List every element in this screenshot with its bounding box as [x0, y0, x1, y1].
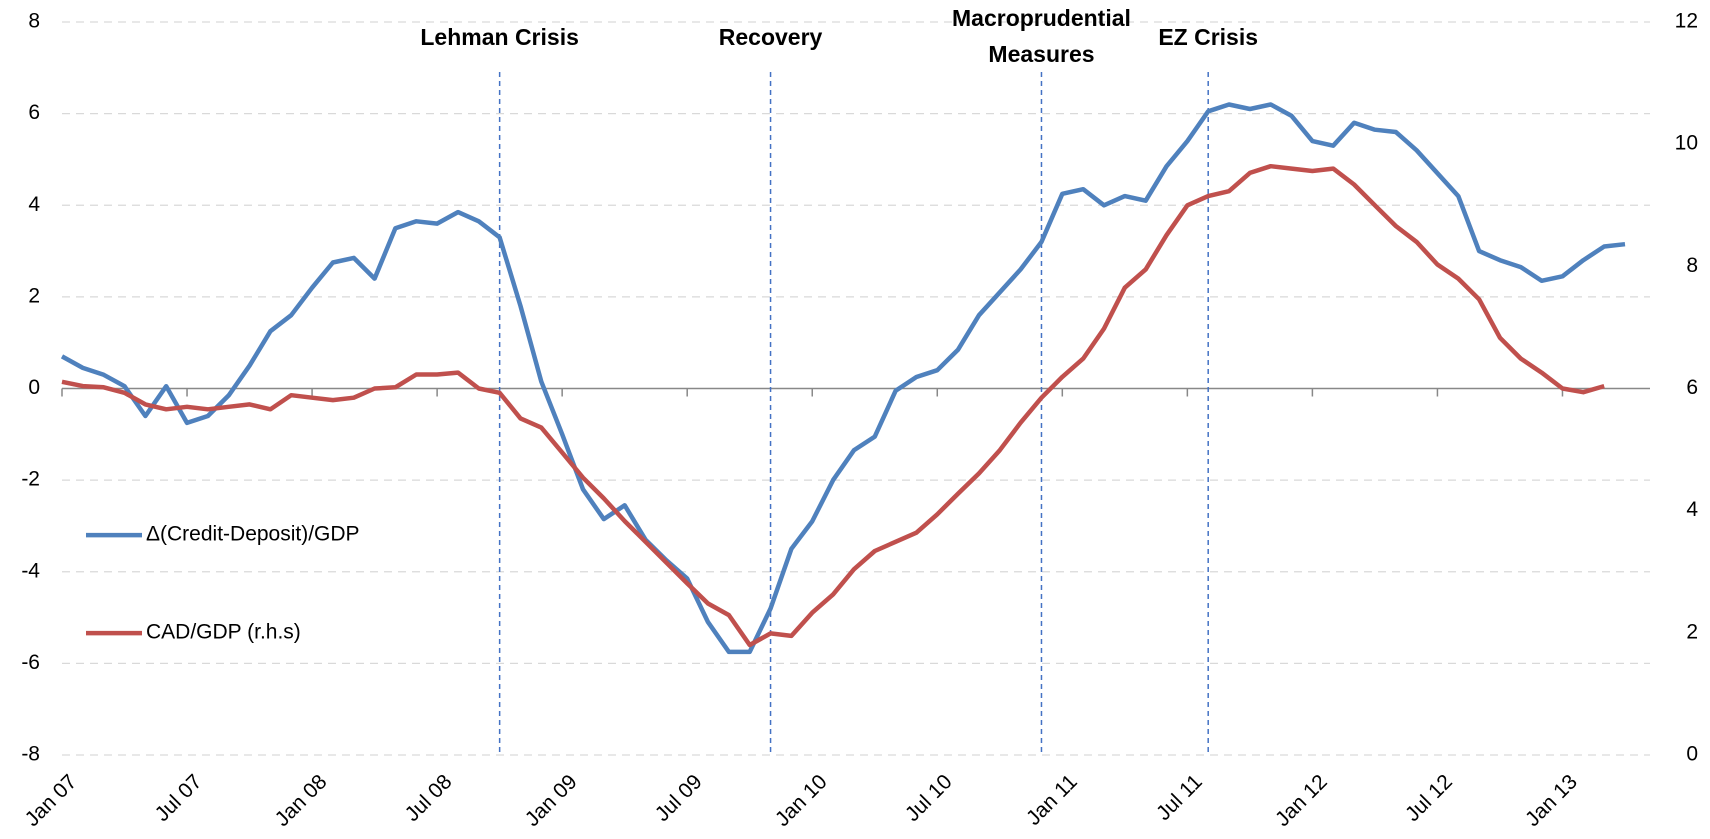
annotation: EZ Crisis — [1158, 24, 1258, 50]
y2-tick-label: 0 — [1686, 743, 1698, 766]
legend-label: Δ(Credit-Deposit)/GDP — [146, 523, 360, 546]
annotation: Lehman Crisis — [420, 24, 579, 50]
x-tick-label: Jul 11 — [1152, 770, 1207, 825]
series-line — [60, 102, 1626, 655]
x-tick-label: Jan 10 — [771, 770, 832, 831]
y2-tick-label: 4 — [1686, 498, 1698, 521]
x-tick-label: Jan 11 — [1022, 770, 1082, 830]
y-tick-label: 6 — [28, 101, 40, 124]
x-tick-label: Jan 09 — [521, 770, 582, 831]
annotation: Macroprudential — [952, 5, 1131, 31]
x-tick-label: Jul 08 — [401, 770, 457, 826]
y-tick-label: 0 — [28, 376, 40, 399]
annotation: Measures — [988, 41, 1094, 67]
annotation: Recovery — [719, 24, 823, 50]
x-tick-label: Jul 07 — [151, 770, 207, 826]
x-tick-label: Jan 13 — [1521, 770, 1582, 831]
y-tick-label: -4 — [21, 559, 40, 582]
x-tick-label: Jan 07 — [21, 770, 82, 831]
y-tick-label: -2 — [21, 468, 40, 491]
x-tick-label: Jul 09 — [651, 770, 707, 826]
x-tick-label: Jan 12 — [1271, 770, 1332, 831]
y-tick-label: -6 — [21, 651, 40, 674]
y2-tick-label: 2 — [1686, 620, 1698, 643]
legend-label: CAD/GDP (r.h.s) — [146, 621, 301, 644]
x-tick-label: Jul 12 — [1401, 770, 1457, 826]
y-tick-label: 2 — [28, 284, 40, 307]
y2-tick-label: 6 — [1686, 376, 1698, 399]
y-tick-label: -8 — [21, 743, 40, 766]
y-tick-label: 8 — [28, 10, 40, 33]
y2-tick-label: 12 — [1675, 10, 1698, 33]
x-tick-label: Jul 10 — [901, 770, 957, 826]
y2-tick-label: 8 — [1686, 254, 1698, 277]
x-tick-label: Jan 08 — [271, 770, 332, 831]
y2-tick-label: 10 — [1675, 132, 1698, 155]
series-line — [61, 163, 1605, 648]
y-tick-label: 4 — [28, 193, 40, 216]
